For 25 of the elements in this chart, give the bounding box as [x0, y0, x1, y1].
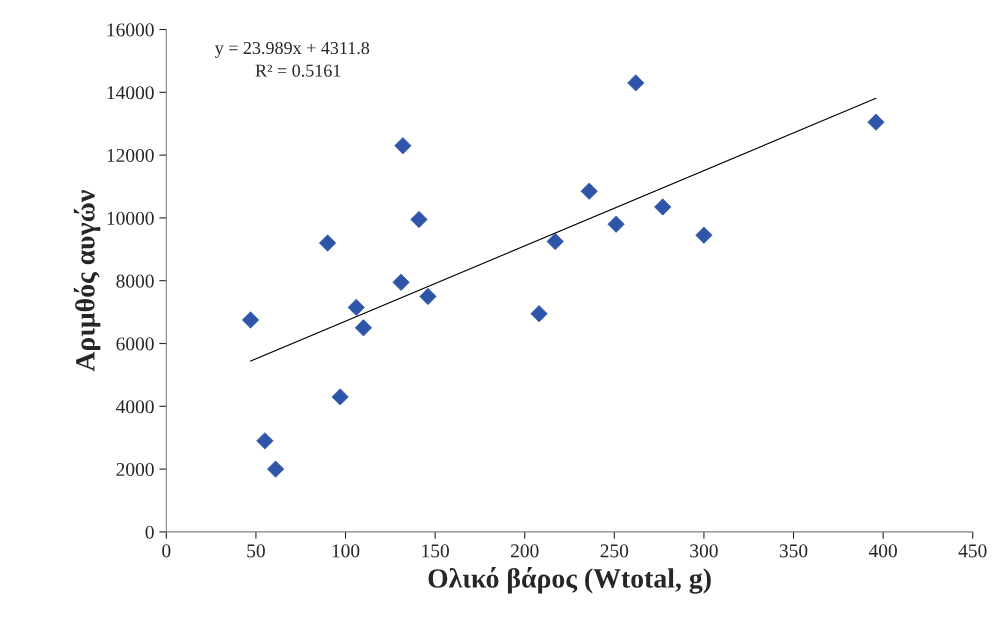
x-tick-label: 450 — [958, 544, 987, 558]
x-tick-label: 150 — [422, 544, 449, 558]
x-tick-label: 350 — [779, 544, 808, 558]
y-tick-label: 10000 — [107, 211, 154, 225]
y-axis-title: Αριμθός αυγών — [73, 190, 101, 372]
y-tick-label: 4000 — [116, 400, 154, 414]
x-tick-label: 400 — [868, 544, 897, 558]
y-tick-label: 14000 — [107, 86, 154, 100]
y-tick-label: 2000 — [116, 462, 154, 477]
x-tick-label: 100 — [332, 544, 360, 558]
x-tick-label: 200 — [510, 544, 539, 558]
y-tick-label: 6000 — [116, 337, 154, 351]
x-tick-label: 300 — [690, 544, 718, 558]
point — [331, 388, 349, 406]
x-tick-label: 0 — [162, 544, 171, 558]
annotation: y = 23.989x + 4311.8 — [214, 41, 370, 58]
annotation: R² = 0.5161 — [255, 64, 341, 77]
y-tick-label: 0 — [145, 525, 154, 539]
y-tick-label: 16000 — [107, 23, 154, 37]
x-tick-label: 250 — [600, 544, 629, 558]
point — [392, 273, 410, 291]
x-axis-title: Ολικό βάρος (Wtotal, g) — [428, 566, 711, 594]
x-tick-label: 50 — [247, 544, 265, 558]
y-tick-label: 8000 — [116, 274, 154, 288]
y-tick-label: 12000 — [107, 148, 154, 163]
